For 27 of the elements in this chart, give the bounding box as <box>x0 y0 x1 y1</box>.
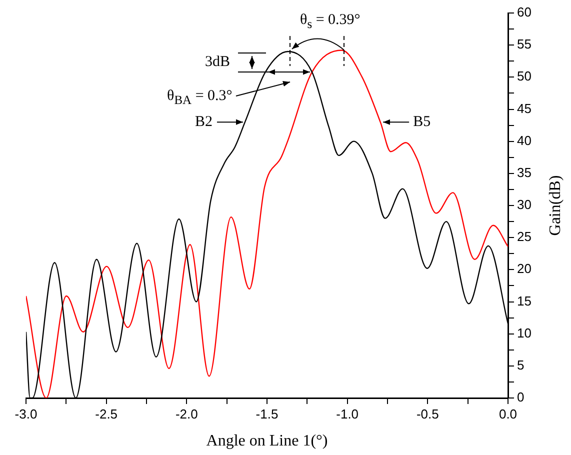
y-tick-label: 45 <box>517 100 532 116</box>
x-tick-label: -3.0 <box>14 406 38 422</box>
annotation: 3dB <box>205 54 230 70</box>
y-tick-label: 10 <box>517 325 532 340</box>
x-tick-label: -2.5 <box>95 406 118 422</box>
y-tick-label: 0 <box>517 390 524 405</box>
x-tick-label: 0.0 <box>498 406 518 422</box>
y-axis-title: Gain(dB) <box>547 175 564 236</box>
y-tick-label: 20 <box>517 261 532 276</box>
x-tick-label: -1.5 <box>256 406 278 422</box>
annotation: B5 <box>413 114 431 130</box>
y-tick-label: 5 <box>517 357 524 372</box>
y-tick-label: 35 <box>517 164 532 180</box>
y-tick-label: 15 <box>517 293 532 308</box>
x-tick-label: -1.0 <box>336 406 359 422</box>
y-tick-label: 55 <box>517 36 532 52</box>
y-tick-label: 50 <box>517 68 532 84</box>
x-tick-label: -0.5 <box>416 406 439 422</box>
annotation: θ$_{BA}$ = 0.3° <box>167 88 232 107</box>
y-tick-label: 40 <box>517 132 532 148</box>
x-axis-title: Angle on Line 1(°) <box>206 432 328 450</box>
annotation: B2 <box>194 114 212 130</box>
x-tick-label: -2.0 <box>175 406 198 422</box>
y-tick-label: 60 <box>517 4 532 20</box>
y-tick-label: 25 <box>517 229 532 244</box>
annotation: θ$_{s}$ = 0.39° <box>300 12 360 31</box>
y-tick-label: 30 <box>517 197 532 212</box>
